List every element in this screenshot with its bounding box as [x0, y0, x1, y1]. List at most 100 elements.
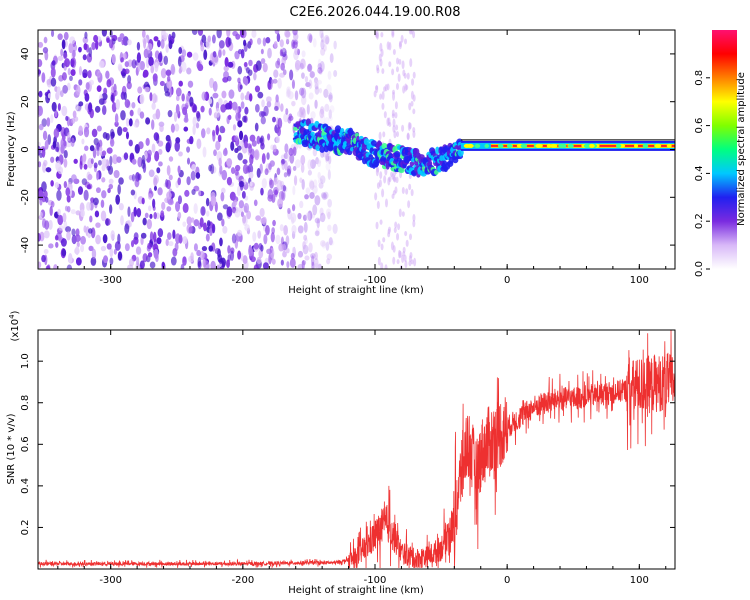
sparse-noise-blob [406, 72, 410, 80]
noise-blob [182, 106, 188, 116]
sparse-noise-blob [388, 121, 392, 128]
sparse-noise-blob [408, 183, 412, 191]
noise-blob [260, 142, 265, 150]
noise-blob [142, 69, 149, 78]
noise-blob [152, 231, 157, 243]
noise-blob [89, 215, 93, 223]
noise-blob [96, 149, 100, 157]
noise-blob [301, 178, 305, 190]
noise-blob [241, 190, 246, 199]
noise-blob [117, 126, 123, 136]
noise-blob [153, 185, 158, 191]
noise-blob [218, 98, 223, 106]
sparse-noise-blob [410, 90, 414, 100]
noise-blob [327, 70, 332, 80]
sparse-noise-blob [381, 68, 385, 74]
noise-blob [272, 78, 278, 84]
noise-blob [218, 39, 225, 49]
noise-blob [312, 204, 318, 216]
noise-blob [328, 115, 333, 122]
sparse-noise-blob [412, 71, 416, 79]
noise-blob [231, 233, 237, 244]
noise-blob [196, 249, 202, 257]
noise-blob [196, 138, 202, 150]
colorbar-ticks: 0.0 0.2 0.4 0.6 0.8 [694, 70, 710, 277]
noise-blob [66, 132, 71, 142]
noise-blob [137, 86, 143, 94]
noise-blob [103, 255, 109, 264]
noise-blob [117, 184, 121, 195]
noise-blob [183, 117, 189, 123]
spectrogram-heatmap [38, 30, 675, 269]
noise-blob [160, 68, 167, 79]
snr-y-ticks: 0.2 0.4 0.6 0.8 1.0 [20, 353, 675, 535]
noise-blob [116, 156, 122, 163]
noise-blob [206, 220, 211, 227]
noise-blob [50, 67, 56, 78]
noise-blob [217, 134, 222, 143]
noise-blob [128, 118, 133, 127]
noise-blob [68, 252, 73, 264]
noise-blob [41, 218, 47, 229]
noise-blob [167, 110, 173, 118]
noise-blob [50, 156, 55, 163]
noise-blob [137, 156, 143, 168]
noise-blob [301, 72, 305, 79]
noise-blob [94, 210, 100, 218]
noise-blob [182, 236, 188, 245]
sparse-noise-blob [391, 30, 395, 37]
noise-blob [57, 55, 64, 62]
noise-blob [38, 69, 42, 75]
noise-blob [193, 203, 198, 214]
noise-blob [107, 187, 111, 194]
noise-blob [208, 107, 212, 116]
noise-blob [78, 101, 84, 107]
sparse-noise-blob [395, 124, 399, 131]
noise-blob [314, 230, 320, 237]
noise-blob [266, 152, 270, 160]
noise-blob [238, 130, 244, 141]
noise-blob [131, 173, 136, 182]
noise-blob [275, 234, 281, 245]
signal-line-speck [520, 143, 528, 148]
noise-blob [157, 187, 163, 196]
noise-blob [65, 115, 69, 121]
y-tick-label: 0 [20, 146, 31, 152]
noise-blob [115, 99, 121, 110]
noise-blob [294, 90, 299, 101]
noise-blob [136, 256, 140, 267]
figure-title: C2E6.2026.044.19.00.R08 [289, 5, 460, 20]
noise-blob [307, 169, 312, 176]
sparse-noise-blob [395, 176, 399, 184]
noise-blob [259, 137, 264, 144]
signal-line-speck [474, 143, 481, 148]
sparse-noise-blob [392, 92, 396, 101]
noise-blob [96, 170, 100, 181]
noise-blob [89, 145, 95, 152]
colorbar: 0.0 0.2 0.4 0.6 0.8 Normalized spectral ampl… [694, 30, 747, 277]
sparse-noise-blob [392, 245, 396, 253]
noise-blob [193, 219, 200, 227]
noise-blob [214, 248, 221, 255]
noise-blob [78, 66, 82, 76]
noise-blob [38, 41, 44, 48]
noise-blob [224, 57, 229, 67]
noise-blob [310, 111, 316, 120]
noise-blob [98, 60, 105, 68]
y-tick-label: 0.2 [20, 519, 31, 535]
noise-blob [38, 59, 43, 68]
noise-blob [74, 234, 81, 243]
noise-blob [152, 198, 156, 209]
noise-blob [124, 243, 130, 252]
noise-blob [307, 63, 312, 71]
noise-blob [289, 257, 296, 268]
noise-blob [283, 172, 288, 178]
noise-blob [280, 103, 284, 112]
noise-blob [266, 101, 272, 108]
spectrogram-x-label: Height of straight line (km) [288, 285, 424, 296]
noise-blob [186, 146, 191, 153]
signal-line-speck [550, 143, 558, 148]
noise-blob [226, 259, 230, 269]
noise-blob [244, 141, 248, 149]
